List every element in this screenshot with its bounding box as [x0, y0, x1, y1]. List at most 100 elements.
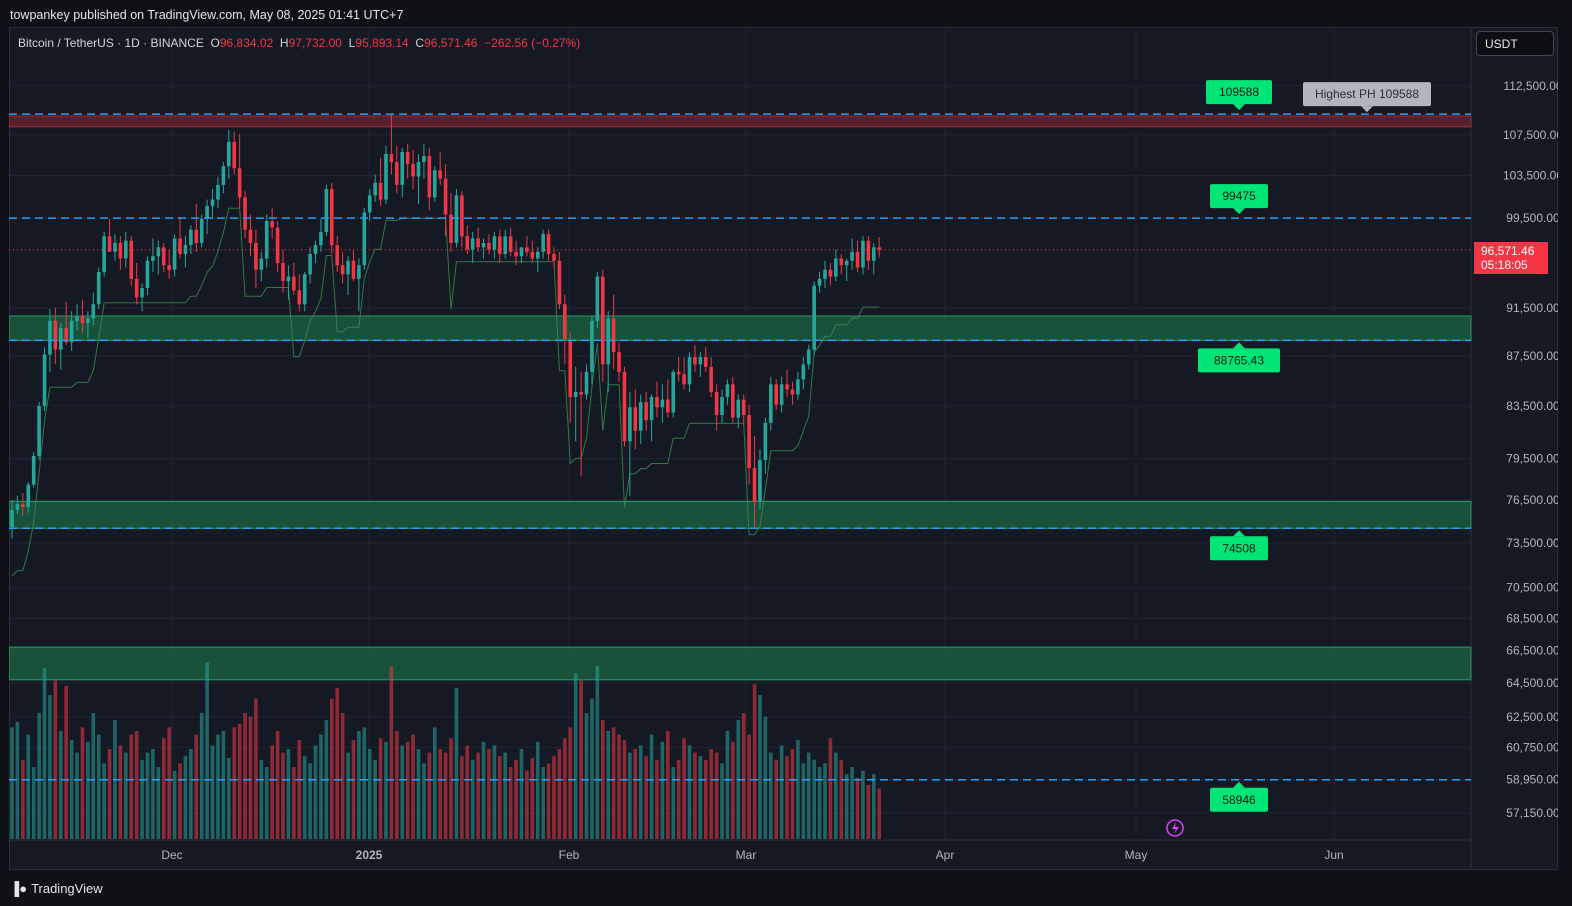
volume-bar	[812, 759, 816, 839]
volume-bar	[568, 727, 573, 839]
candle-body	[644, 402, 648, 421]
volume-bar	[752, 684, 757, 839]
volume-bar	[866, 785, 871, 839]
candle-body	[96, 272, 101, 305]
close-value: 96,571.46	[424, 36, 478, 50]
candle-body	[600, 276, 605, 365]
candle-body	[378, 182, 383, 200]
candle-body	[741, 399, 746, 416]
candle-body	[579, 391, 583, 395]
level-label: 109588	[1219, 85, 1259, 99]
candle-body	[156, 247, 161, 257]
tradingview-logo[interactable]: ▐● TradingView	[10, 881, 103, 896]
volume-bar	[248, 716, 253, 839]
volume-bar	[693, 752, 697, 839]
volume-bar	[156, 767, 161, 839]
candle-body	[774, 384, 779, 405]
candle-body	[346, 260, 350, 275]
volume-bar	[432, 727, 437, 839]
volume-bar	[611, 727, 616, 839]
volume-bar	[617, 734, 621, 839]
level-label-box	[1206, 80, 1272, 105]
volume-bar	[546, 763, 551, 839]
candle-body	[595, 276, 600, 321]
candle-body	[498, 236, 502, 255]
candle-body	[552, 254, 556, 261]
volume-bar	[649, 734, 654, 839]
volume-bar	[10, 727, 14, 839]
price-tick-label: 103,500.00	[1503, 169, 1558, 183]
candle-body	[866, 240, 871, 261]
close-label: C	[415, 36, 425, 50]
level-label: 99475	[1222, 189, 1256, 203]
candle-body	[812, 285, 816, 350]
volume-bar	[26, 734, 31, 839]
candle-body	[720, 397, 724, 416]
price-tick-label: 83,500.00	[1506, 399, 1558, 413]
candle-body	[237, 168, 242, 198]
volume-bar	[221, 731, 226, 839]
candle-body	[400, 151, 405, 185]
publish-bar: towpankey published on TradingView.com, …	[0, 0, 1572, 28]
price-tick-label: 58,950.00	[1506, 773, 1558, 787]
volume-bar	[302, 756, 307, 839]
volume-bar	[839, 759, 844, 839]
candle-body	[638, 402, 643, 431]
candle-body	[823, 269, 827, 279]
volume-bar	[834, 752, 838, 839]
candle-body	[530, 251, 535, 259]
candle-body	[69, 320, 74, 343]
candle-body	[622, 371, 627, 442]
candle-body	[75, 316, 79, 321]
volume-bar	[367, 749, 372, 839]
volume-bar	[519, 749, 524, 839]
volume-bar	[37, 713, 41, 839]
level-label-box	[1210, 787, 1268, 812]
candle-body	[481, 242, 486, 248]
candle-body	[216, 184, 220, 200]
price-tick-label: 99,500.00	[1506, 211, 1558, 225]
candle-body	[373, 182, 377, 196]
candle-body	[411, 164, 415, 177]
volume-bar	[124, 752, 128, 839]
candle-body	[340, 265, 345, 275]
candle-body	[817, 278, 822, 286]
symbol-name[interactable]: Bitcoin / TetherUS · 1D · BINANCE	[18, 36, 204, 50]
volume-bar	[508, 767, 513, 839]
volume-bar	[275, 731, 280, 839]
volume-bar	[443, 752, 448, 839]
candle-body	[167, 265, 171, 270]
volume-bar	[476, 752, 480, 839]
volume-bar	[416, 749, 421, 839]
level-label-pointer	[1233, 342, 1245, 349]
candle-body	[611, 318, 616, 353]
price-tick-label: 60,750.00	[1506, 740, 1558, 754]
volume-bar	[384, 741, 388, 839]
volume-bar	[806, 752, 811, 839]
candle-body	[37, 405, 41, 456]
candle-body	[541, 234, 545, 252]
volume-bar	[351, 740, 356, 839]
volume-bar	[329, 698, 334, 839]
price-tick-label: 76,500.00	[1506, 493, 1558, 507]
candle-body	[21, 504, 25, 508]
volume-bar	[178, 763, 182, 839]
candle-body	[10, 509, 14, 527]
price-tick-label: 87,500.00	[1506, 349, 1558, 363]
candle-body	[243, 197, 247, 230]
candle-body	[15, 504, 20, 510]
currency-button[interactable]: USDT	[1476, 31, 1554, 56]
candle-body	[763, 422, 768, 461]
volume-bar	[161, 738, 166, 839]
price-chart[interactable]: 109588 99475 88765.43 74508 58946 Highest PH …	[9, 27, 1558, 870]
candle-body	[270, 221, 274, 228]
volume-bar	[210, 745, 215, 839]
zone-support	[9, 646, 1472, 681]
volume-bar	[237, 723, 242, 839]
volume-bar	[172, 770, 177, 839]
price-tick-label: 73,500.00	[1506, 536, 1558, 550]
candle-body	[210, 199, 215, 207]
candle-body	[535, 251, 540, 259]
candle-body	[58, 327, 63, 350]
candle-body	[649, 397, 654, 421]
